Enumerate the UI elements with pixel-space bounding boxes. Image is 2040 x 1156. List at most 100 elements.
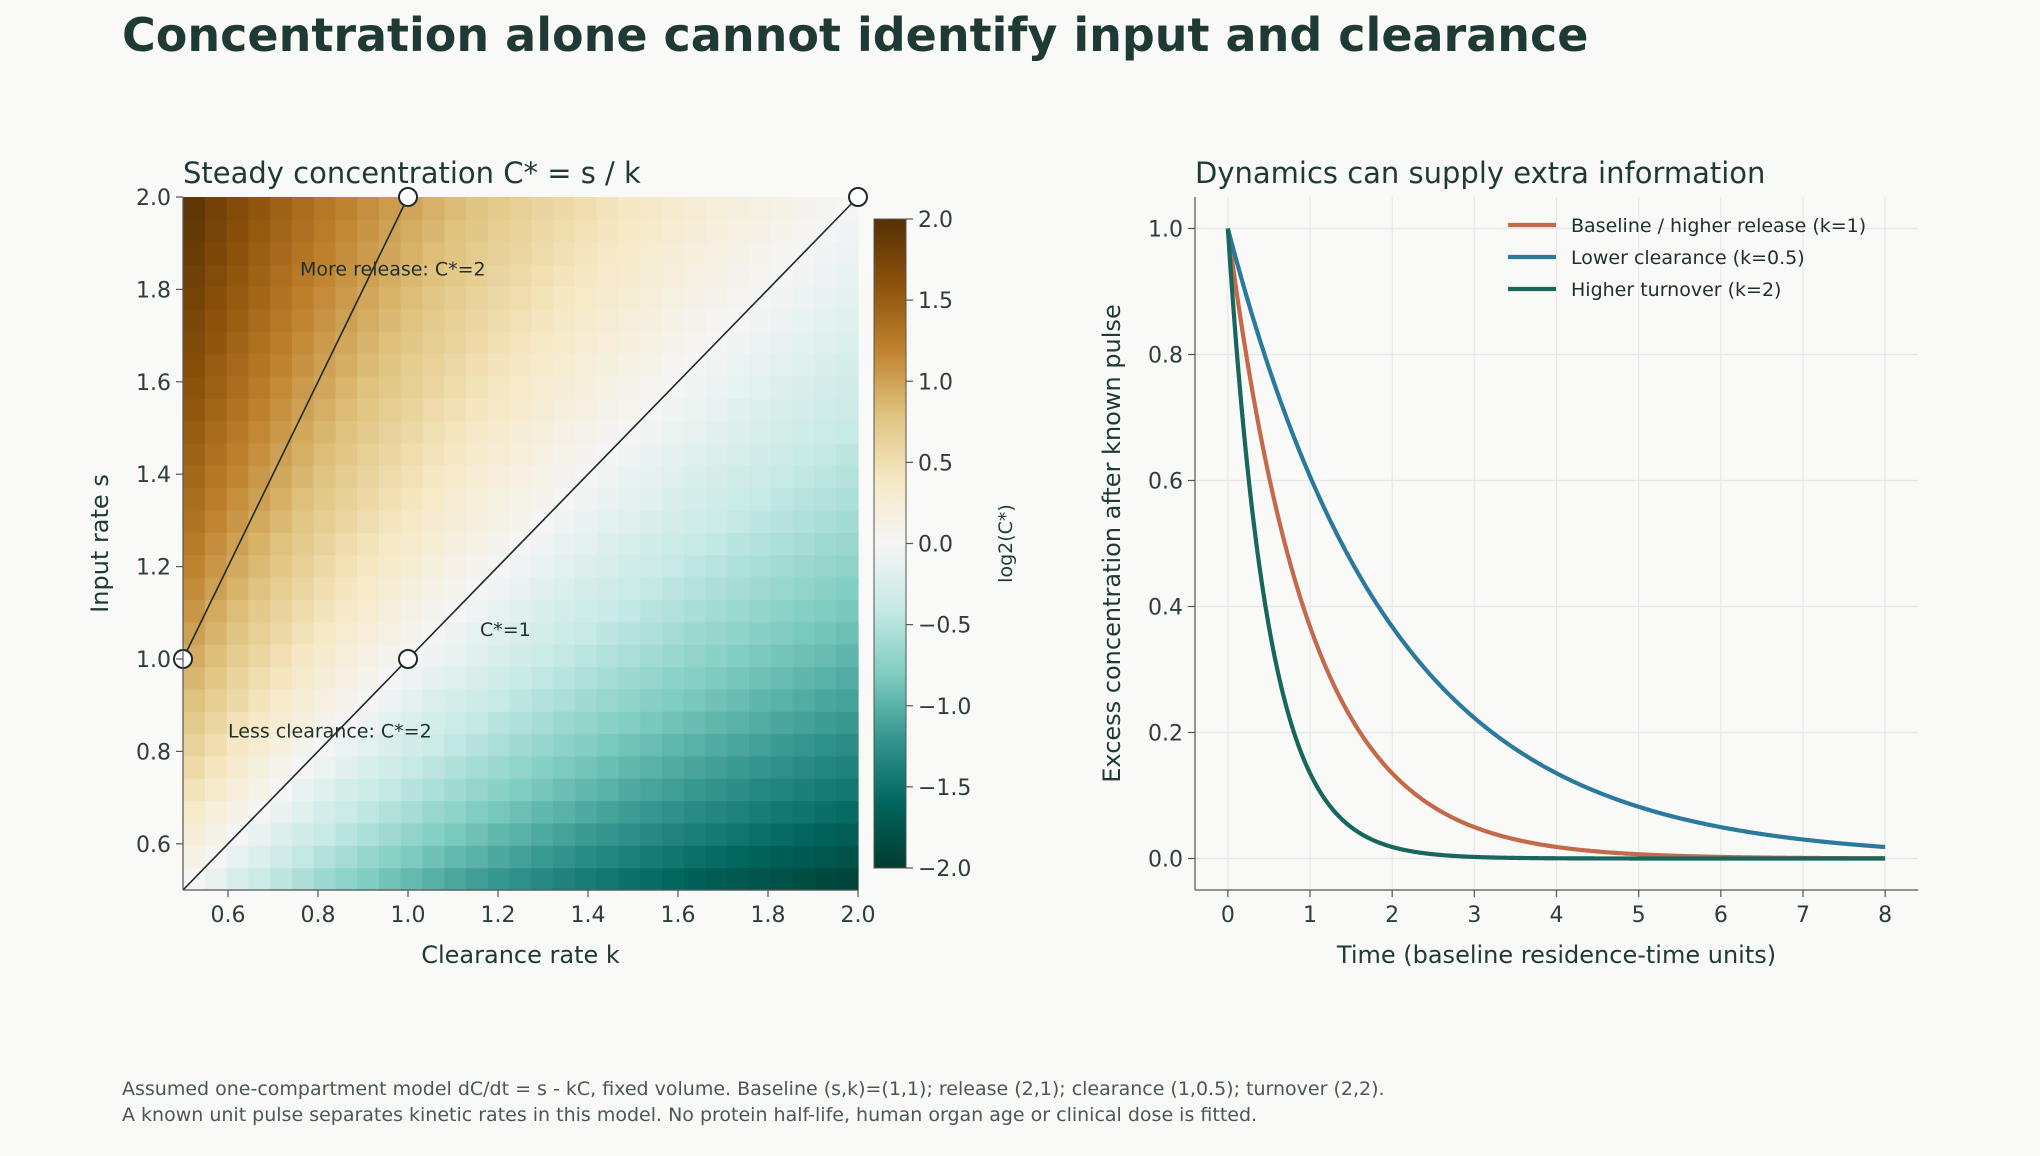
heatmap-cell <box>378 398 402 422</box>
heatmap-cell <box>248 264 271 288</box>
footnote-line-1: Assumed one-compartment model dC/dt = s … <box>122 1078 1385 1100</box>
heatmap-cell <box>662 398 685 422</box>
heatmap-cell <box>705 442 728 466</box>
heatmap-cell <box>553 554 576 578</box>
heatmap-cell <box>662 241 685 265</box>
heatmap-cell <box>640 420 663 444</box>
heatmap-cell <box>270 688 293 712</box>
heatmap-cell <box>749 375 772 399</box>
heatmap-cell <box>444 375 467 399</box>
heatmap-cell <box>509 353 532 377</box>
heatmap-cell <box>248 755 271 779</box>
heatmap-cell <box>248 599 271 623</box>
heatmap-cell <box>400 487 424 511</box>
heatmap-cell <box>683 666 707 690</box>
y-tick-label: 1.8 <box>136 278 171 303</box>
heatmap-cell <box>683 442 707 466</box>
heatmap-cell <box>357 800 380 824</box>
heatmap-cell <box>270 509 293 533</box>
legend-entry: Higher turnover (k=2) <box>1571 279 1781 301</box>
heatmap-cell <box>378 711 402 735</box>
heatmap-cell <box>335 599 358 623</box>
heatmap-cell <box>749 420 772 444</box>
heatmap-cell <box>183 822 206 846</box>
heatmap-cell <box>574 353 598 377</box>
heatmap-cell <box>683 755 707 779</box>
heatmap-cell <box>291 442 315 466</box>
heatmap-cell <box>836 353 859 377</box>
heatmap-cell <box>531 286 554 310</box>
heatmap-cell <box>531 599 554 623</box>
colorbar-tick-label: −0.5 <box>918 614 971 639</box>
heatmap-cell <box>270 286 293 310</box>
heatmap-cell <box>727 465 750 489</box>
heatmap-cell <box>814 420 837 444</box>
heatmap-cell <box>204 621 228 645</box>
heatmap-cell <box>596 800 620 824</box>
heatmap-cell <box>683 778 707 802</box>
heatmap-cell <box>662 621 685 645</box>
heatmap-cell <box>204 241 228 265</box>
series-line <box>1225 228 1886 861</box>
heatmap-cell <box>792 688 816 712</box>
heatmap-cell <box>248 375 271 399</box>
x-tick-label: 7 <box>1796 903 1810 928</box>
heatmap-cell <box>531 688 554 712</box>
heatmap-cell <box>357 264 380 288</box>
heatmap-cell <box>553 353 576 377</box>
heatmap-cell <box>509 845 532 869</box>
heatmap-cell <box>226 286 249 310</box>
heatmap-cell <box>226 599 249 623</box>
x-tick-label: 3 <box>1467 903 1481 928</box>
heatmap-cell <box>444 666 467 690</box>
heatmap-cell <box>422 688 445 712</box>
heatmap-cell <box>749 197 772 220</box>
heatmap-cell <box>204 867 228 891</box>
heatmap-cell <box>357 666 380 690</box>
heatmap-cell <box>749 532 772 556</box>
heatmap-cell <box>640 509 663 533</box>
heatmap-cell <box>792 331 816 355</box>
heatmap-cell <box>444 621 467 645</box>
heatmap-cell <box>204 487 228 511</box>
heatmap-cell <box>792 577 816 600</box>
heatmap-cell <box>749 644 772 668</box>
heatmap-cell <box>509 577 532 600</box>
heatmap-cell <box>487 420 511 444</box>
heatmap-cell <box>705 577 728 600</box>
heatmap-cell <box>618 554 641 578</box>
heatmap-cell <box>705 219 728 243</box>
heatmap-cell <box>814 442 837 466</box>
heatmap-cell <box>183 197 206 220</box>
heatmap-cell <box>357 398 380 422</box>
heatmap-cell <box>792 509 816 533</box>
heatmap-cell <box>226 487 249 511</box>
heatmap-cell <box>770 532 794 556</box>
heatmap-cell <box>291 644 315 668</box>
heatmap-cell <box>291 733 315 757</box>
heatmap-cell <box>357 599 380 623</box>
heatmap-cell <box>574 241 598 265</box>
heatmap-cell <box>596 197 620 220</box>
heatmap-cell <box>509 375 532 399</box>
x-tick-label: 1.0 <box>391 903 426 928</box>
heatmap-cell <box>618 666 641 690</box>
heatmap-cell <box>400 822 424 846</box>
heatmap-cell <box>749 577 772 600</box>
heatmap-cell <box>378 845 402 869</box>
heatmap-cell <box>531 442 554 466</box>
heatmap-cell <box>509 711 532 735</box>
heatmap-cell <box>662 711 685 735</box>
heatmap-cell <box>291 867 315 891</box>
heatmap-cell <box>705 353 728 377</box>
heatmap-cell <box>466 375 489 399</box>
heatmap-cell <box>466 286 489 310</box>
heatmap-cell <box>313 241 337 265</box>
y-tick-label: 0.6 <box>136 833 171 858</box>
heatmap-cell <box>727 778 750 802</box>
heatmap-cell <box>444 778 467 802</box>
heatmap-cell <box>378 778 402 802</box>
heatmap-cell <box>770 398 794 422</box>
heatmap-cell <box>574 644 598 668</box>
heatmap-cell <box>596 733 620 757</box>
